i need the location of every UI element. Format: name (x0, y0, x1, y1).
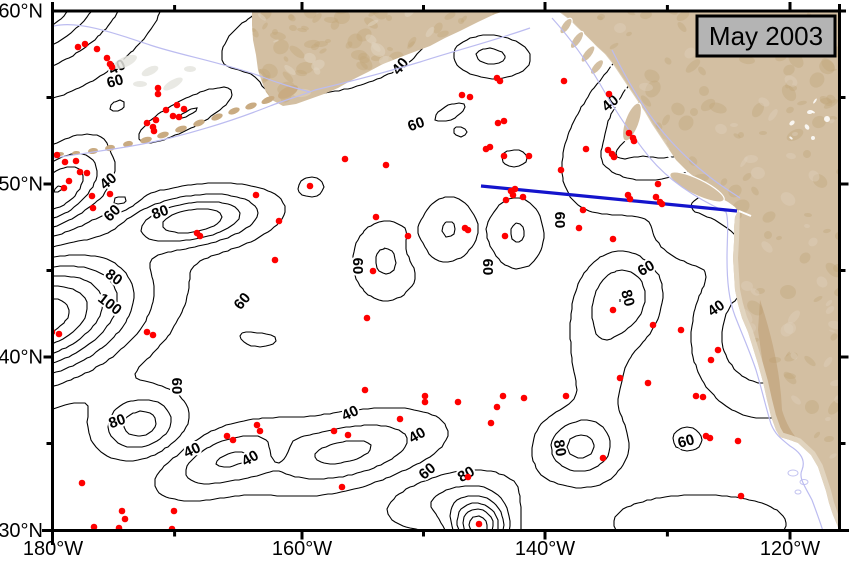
svg-text:40°N: 40°N (0, 347, 43, 369)
svg-text:60°N: 60°N (0, 1, 43, 23)
svg-text:60: 60 (168, 378, 185, 395)
svg-text:60: 60 (551, 212, 568, 229)
svg-text:60: 60 (479, 259, 496, 276)
svg-text:80: 80 (550, 438, 570, 457)
svg-text:120°W: 120°W (760, 538, 820, 560)
svg-text:140°W: 140°W (515, 538, 575, 560)
svg-text:160°W: 160°W (272, 538, 332, 560)
svg-text:May 2003: May 2003 (709, 21, 823, 51)
svg-text:60: 60 (349, 258, 366, 275)
svg-text:30°N: 30°N (0, 520, 43, 542)
svg-text:180°W: 180°W (23, 538, 83, 560)
svg-text:50°N: 50°N (0, 174, 43, 196)
